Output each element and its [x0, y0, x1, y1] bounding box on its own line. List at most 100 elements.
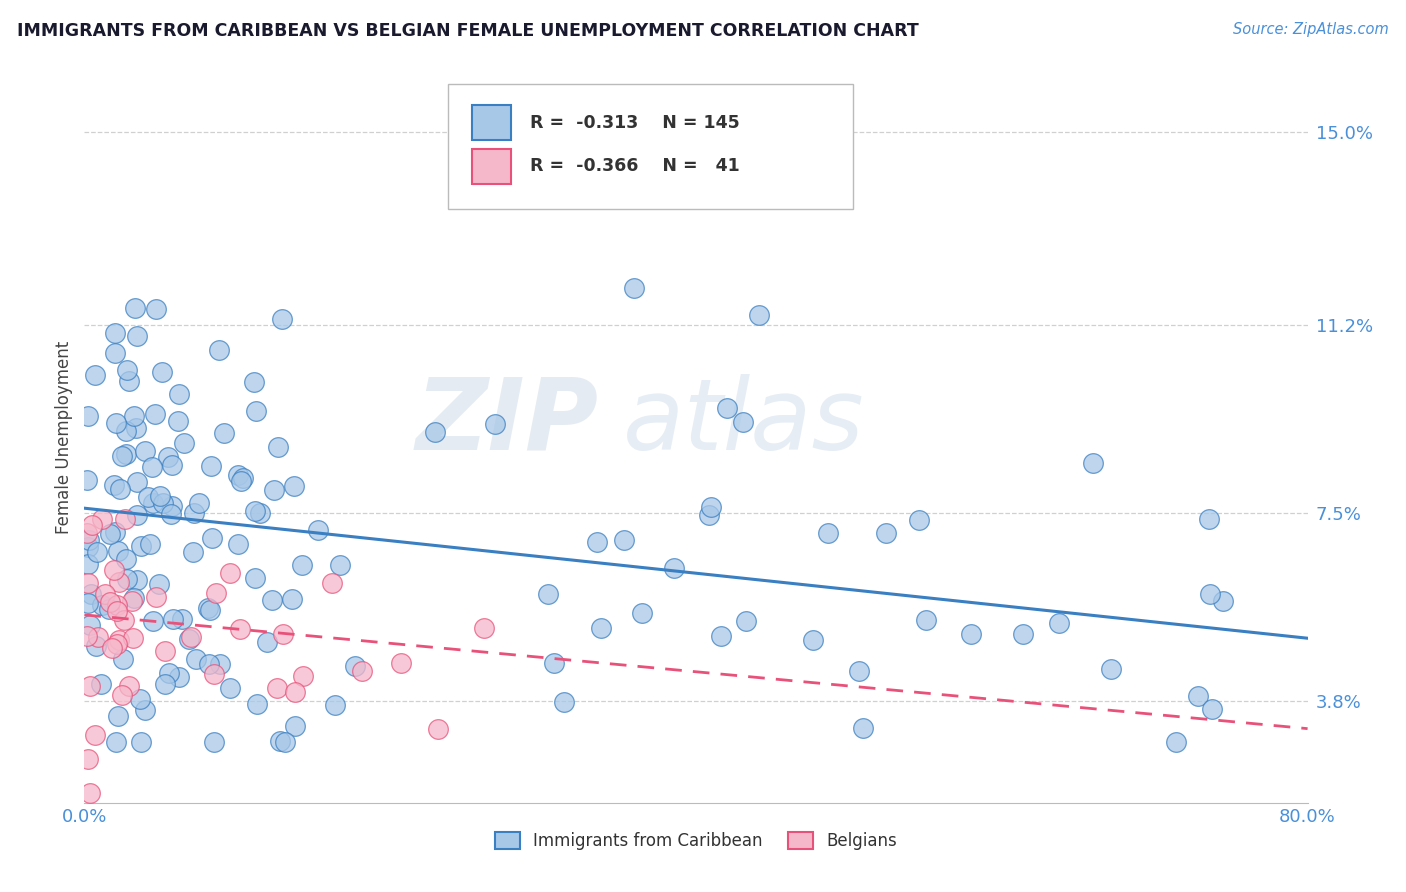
Point [114, 424, 136, 438]
Point [389, 656, 412, 670]
Point [86, 545, 108, 559]
Point [155, 677, 177, 691]
Point [664, 561, 686, 575]
Point [145, 590, 167, 604]
Point [91, 512, 114, 526]
Point [716, 401, 738, 415]
Point [817, 525, 839, 540]
Point [77, 576, 100, 591]
Point [228, 622, 250, 636]
Point [152, 496, 174, 510]
Point [103, 478, 125, 492]
Point [82, 518, 104, 533]
Point [107, 544, 129, 558]
Point [131, 539, 153, 553]
Point [114, 512, 136, 526]
Point [283, 478, 305, 492]
Point [134, 443, 156, 458]
Point [205, 586, 228, 600]
Point [553, 695, 575, 709]
Point [128, 691, 150, 706]
Point [231, 474, 253, 488]
Point [153, 643, 176, 657]
Point [118, 375, 141, 389]
Text: R =  -0.366    N =   41: R = -0.366 N = 41 [530, 158, 740, 176]
Point [179, 632, 201, 646]
Point [243, 375, 266, 389]
Point [148, 576, 170, 591]
Point [262, 592, 284, 607]
Point [256, 635, 278, 649]
Point [208, 657, 231, 672]
Point [160, 507, 183, 521]
Point [167, 670, 190, 684]
Point [112, 613, 135, 627]
Point [245, 404, 267, 418]
Point [111, 688, 134, 702]
Point [1187, 689, 1209, 703]
Point [284, 719, 307, 733]
Point [184, 652, 207, 666]
Point [202, 735, 225, 749]
Point [125, 475, 148, 490]
Point [77, 752, 100, 766]
Point [281, 591, 304, 606]
Point [915, 613, 938, 627]
Point [208, 343, 231, 358]
Point [125, 508, 148, 522]
Point [700, 500, 723, 515]
Point [107, 708, 129, 723]
Point [1201, 702, 1223, 716]
Point [271, 312, 294, 326]
Point [94, 587, 117, 601]
FancyBboxPatch shape [447, 84, 852, 209]
Point [84, 639, 107, 653]
Point [129, 735, 152, 749]
Point [121, 594, 143, 608]
Point [103, 563, 125, 577]
Point [537, 587, 560, 601]
Point [269, 734, 291, 748]
Point [1083, 456, 1105, 470]
Point [200, 459, 222, 474]
Point [79, 617, 101, 632]
Point [271, 627, 294, 641]
Point [329, 558, 352, 572]
Point [219, 566, 242, 581]
Point [77, 596, 100, 610]
Point [91, 598, 114, 612]
Point [124, 409, 146, 424]
Point [323, 698, 346, 713]
Text: IMMIGRANTS FROM CARIBBEAN VS BELGIAN FEMALE UNEMPLOYMENT CORRELATION CHART: IMMIGRANTS FROM CARIBBEAN VS BELGIAN FEM… [17, 22, 918, 40]
Point [84, 368, 107, 382]
Text: Source: ZipAtlas.com: Source: ZipAtlas.com [1233, 22, 1389, 37]
Point [852, 721, 875, 735]
Point [219, 681, 242, 695]
Point [105, 417, 128, 431]
Point [249, 506, 271, 520]
Point [115, 362, 138, 376]
Point [111, 652, 134, 666]
Point [141, 460, 163, 475]
Point [77, 541, 100, 555]
Point [201, 531, 224, 545]
Point [710, 629, 733, 643]
Point [139, 537, 162, 551]
Point [212, 426, 235, 441]
Point [426, 723, 449, 737]
Point [267, 440, 290, 454]
Point [157, 450, 180, 465]
Point [111, 449, 134, 463]
Point [122, 591, 145, 606]
Point [803, 633, 825, 648]
Point [198, 657, 221, 672]
Point [148, 489, 170, 503]
Text: R =  -0.313    N = 145: R = -0.313 N = 145 [530, 113, 740, 131]
Point [343, 659, 366, 673]
Point [134, 703, 156, 717]
Point [76, 473, 98, 487]
Point [136, 491, 159, 505]
Legend: Immigrants from Caribbean, Belgians: Immigrants from Caribbean, Belgians [488, 825, 904, 856]
Point [84, 728, 107, 742]
Point [200, 603, 222, 617]
